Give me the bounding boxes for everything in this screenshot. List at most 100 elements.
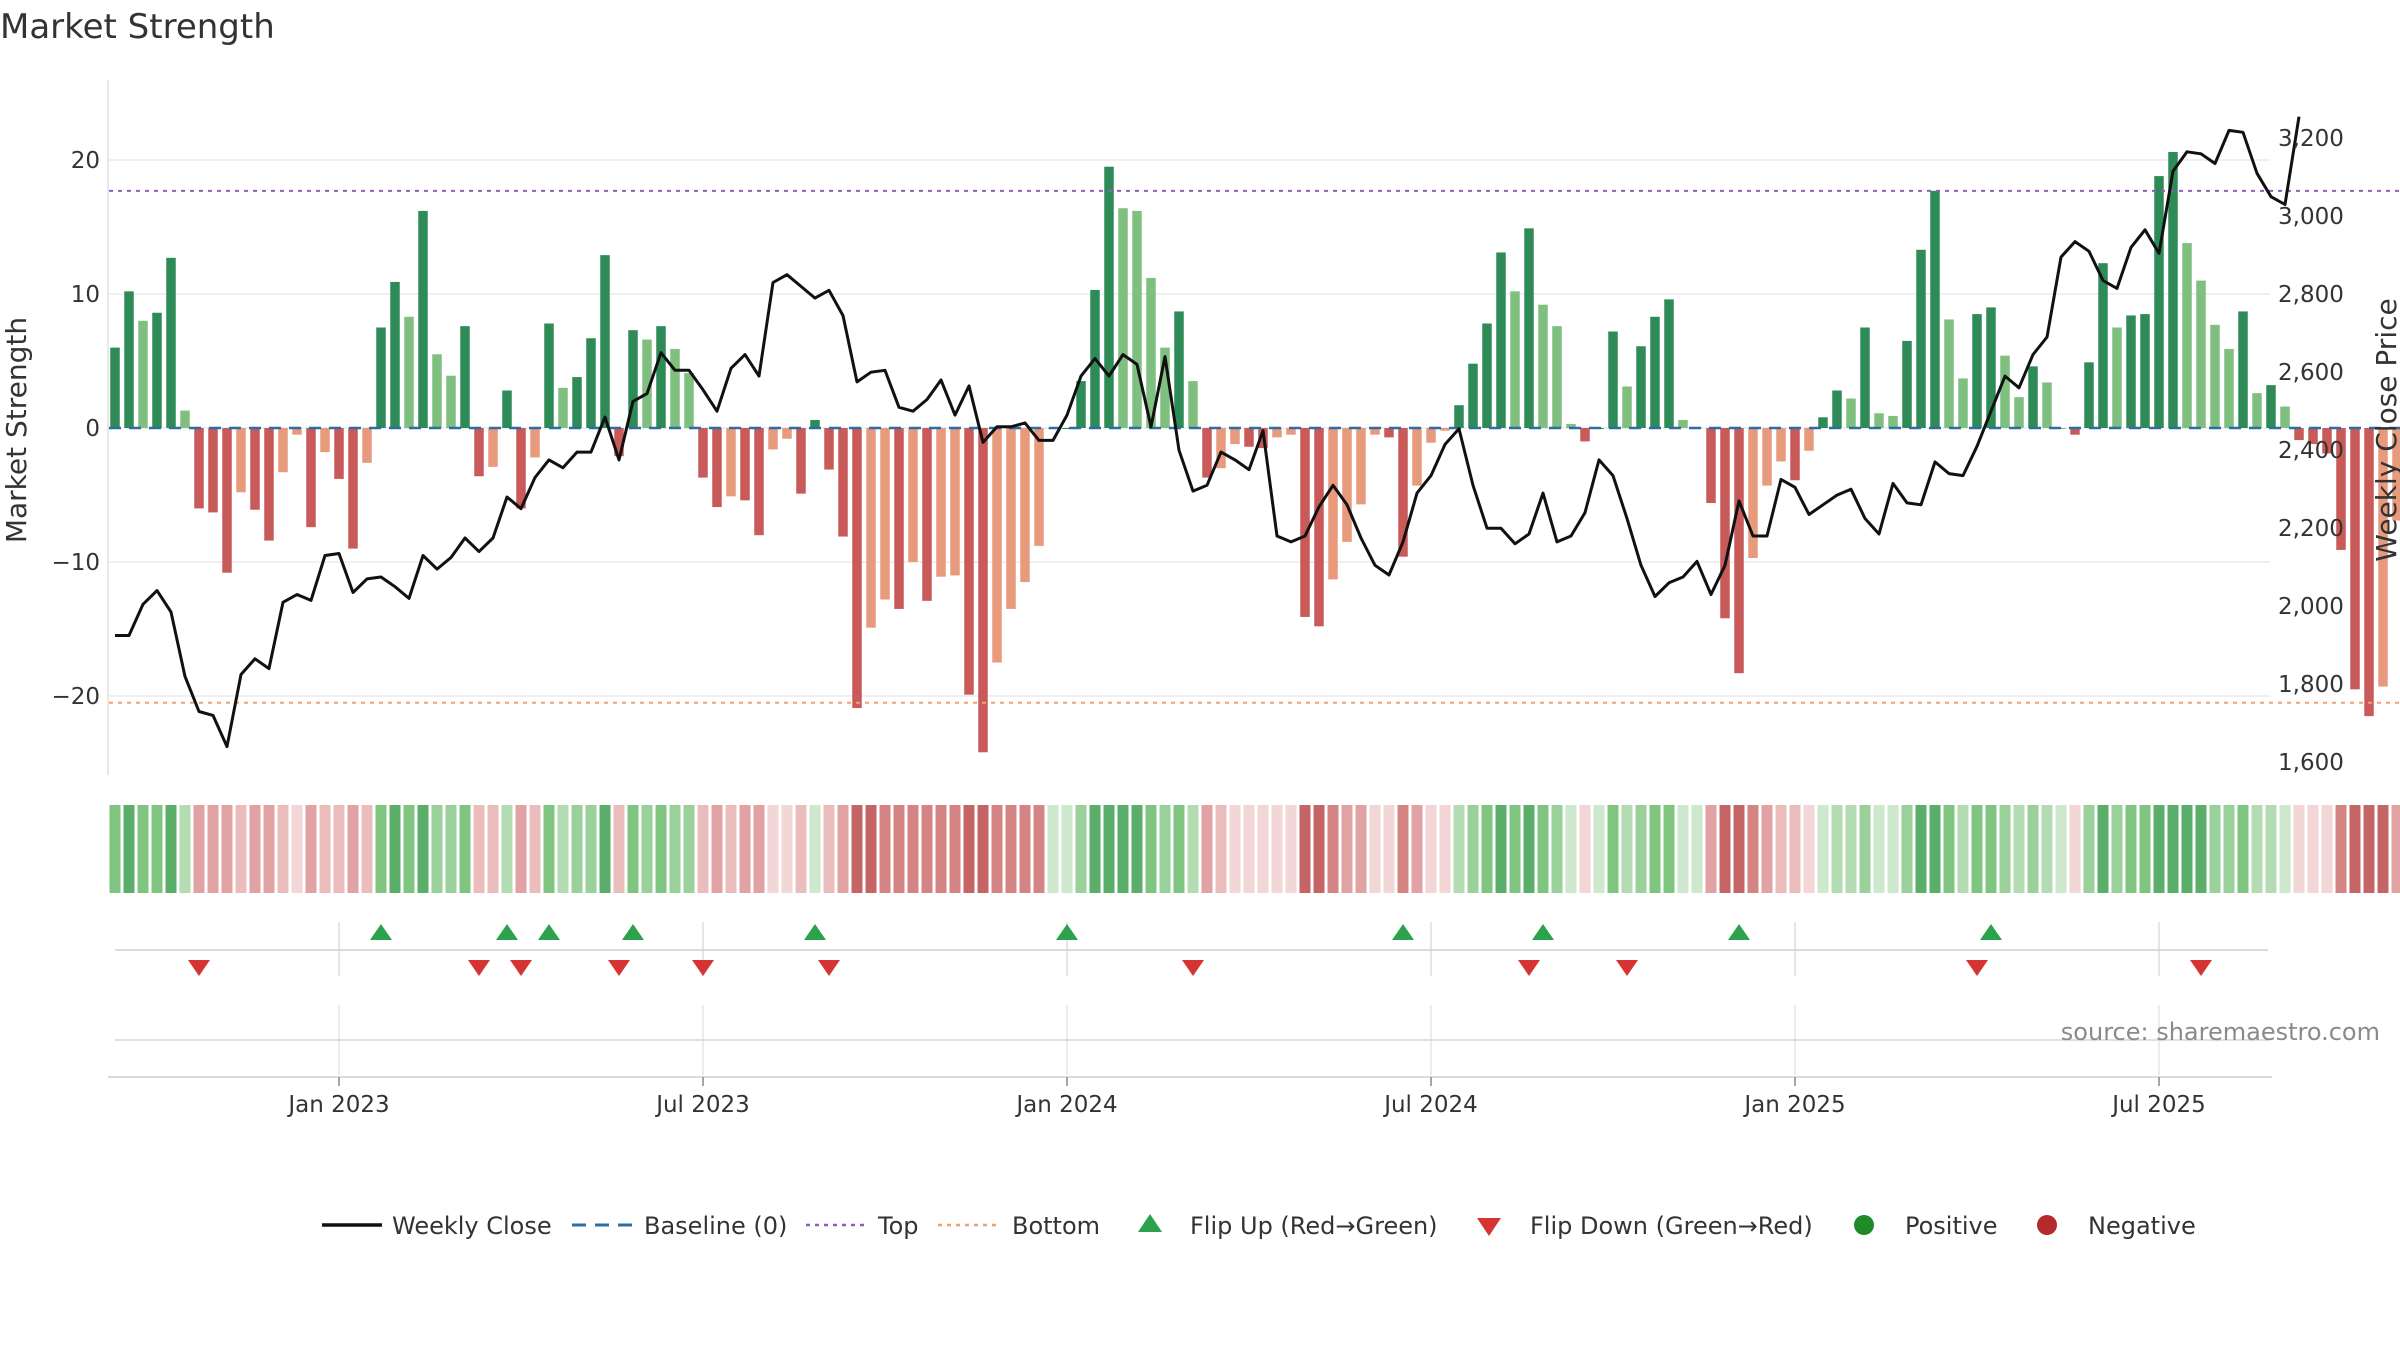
strength-bar (376, 327, 386, 428)
strength-bar (656, 326, 666, 428)
strength-bar (2266, 385, 2276, 428)
heat-cell (2209, 805, 2221, 893)
heat-cell (1579, 805, 1591, 893)
strength-bar (1580, 428, 1590, 442)
heat-cell (1621, 805, 1633, 893)
strength-bar (950, 428, 960, 576)
strength-bar (1482, 323, 1492, 428)
heat-cell (319, 805, 331, 893)
heat-cell (627, 805, 639, 893)
strength-bar (1538, 304, 1548, 428)
legend-label: Negative (2088, 1212, 2196, 1240)
heat-cell (1635, 805, 1647, 893)
x-axis: Jan 2023 Jul 2023 Jan 2024 Jul 2024 Jan 2025… (108, 1076, 2272, 1118)
left-tick-label: 0 (85, 416, 100, 442)
heat-cell (641, 805, 653, 893)
source-credit: source: sharemaestro.com (2061, 1018, 2380, 1046)
heat-cell (1033, 805, 1045, 893)
strength-bar (2042, 382, 2052, 428)
strength-bar (1412, 428, 1422, 486)
heat-cell (1733, 805, 1745, 893)
strength-bar (1454, 405, 1464, 428)
heat-cell (1257, 805, 1269, 893)
heat-cell (823, 805, 835, 893)
strength-bar (390, 281, 400, 428)
strength-bar (852, 428, 862, 709)
strength-bar (1944, 319, 1954, 428)
strength-bar (1160, 347, 1170, 428)
flip-down-marker (2190, 960, 2212, 976)
strength-bar (572, 377, 582, 428)
heat-cell (1383, 805, 1395, 893)
heat-cell (1775, 805, 1787, 893)
strength-bar (1916, 249, 1926, 428)
heat-cell (1019, 805, 1031, 893)
heat-cell (389, 805, 401, 893)
strength-bar (1062, 428, 1072, 429)
heat-cell (963, 805, 975, 893)
strength-bar (1468, 363, 1478, 428)
heat-cell (1649, 805, 1661, 893)
left-tick-label: −10 (51, 550, 100, 576)
heat-cell (333, 805, 345, 893)
strength-bar (936, 428, 946, 577)
heat-cell (2279, 805, 2291, 893)
strength-bar (922, 428, 932, 601)
strength-bar (334, 428, 344, 479)
strength-bar (1664, 299, 1674, 428)
strength-bar (1608, 331, 1618, 428)
main-panel: 20 10 0 −10 −20 3,200 3,000 2,800 2,600 2,400 2,2… (0, 80, 2400, 776)
x-tick-label: Jan 2023 (286, 1092, 389, 1118)
strength-bar (110, 347, 120, 428)
legend-item-close: Weekly Close (322, 1212, 552, 1240)
flip-down-marker (1616, 960, 1638, 976)
heat-cell (501, 805, 513, 893)
strength-bar (2070, 428, 2080, 435)
flip-up-marker (804, 924, 826, 940)
close-line-layer (115, 116, 2301, 749)
legend: Weekly Close Baseline (0) Top Bottom Flip Up… (322, 1212, 2196, 1240)
heat-cell (2027, 805, 2039, 893)
heat-cell (1397, 805, 1409, 893)
heat-cell (2321, 805, 2333, 893)
heat-cell (487, 805, 499, 893)
heat-cell (683, 805, 695, 893)
strength-bar (2112, 327, 2122, 428)
strength-bar (1804, 428, 1814, 451)
flip-up-marker (538, 924, 560, 940)
strength-bar (586, 338, 596, 428)
chart-title: Market Strength (0, 7, 275, 47)
heat-cell (949, 805, 961, 893)
heat-cell (347, 805, 359, 893)
strength-bar (1888, 415, 1898, 428)
strength-bar (558, 387, 568, 428)
strength-bar (544, 323, 554, 428)
strength-bar (1720, 428, 1730, 619)
strength-bar (1118, 208, 1128, 428)
x-tick-label: Jul 2023 (654, 1092, 750, 1118)
heat-cell (193, 805, 205, 893)
heat-cell (1509, 805, 1521, 893)
heat-cell (669, 805, 681, 893)
legend-item-bottom: Bottom (938, 1212, 1100, 1240)
heat-cell (2153, 805, 2165, 893)
heat-cell (1831, 805, 1843, 893)
strength-bar (992, 428, 1002, 663)
heat-cell (1943, 805, 1955, 893)
strength-bar (712, 428, 722, 508)
heat-cell (907, 805, 919, 893)
heat-cell (1201, 805, 1213, 893)
heat-cell (431, 805, 443, 893)
heat-cell (1915, 805, 1927, 893)
strength-bar (446, 375, 456, 428)
heat-cell (1985, 805, 1997, 893)
heat-cell (2167, 805, 2179, 893)
strength-bar (2126, 315, 2136, 428)
strength-bar (1314, 428, 1324, 627)
strength-bar (1076, 381, 1086, 428)
flip-down-marker (692, 960, 714, 976)
heat-cell (599, 805, 611, 893)
strength-bar (978, 428, 988, 753)
heat-cell (1817, 805, 1829, 893)
strength-bar (530, 428, 540, 458)
